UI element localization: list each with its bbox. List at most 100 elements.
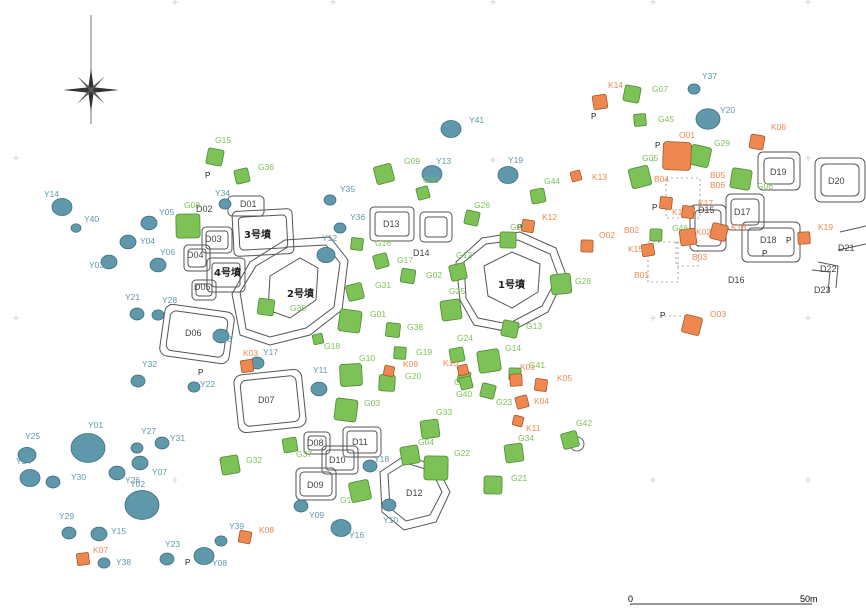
label-d05: D05 (194, 282, 211, 292)
feature-g34 (503, 442, 525, 464)
tomb-3-label: 3号墳 (244, 228, 272, 241)
label-y36: Y36 (350, 212, 365, 222)
feature-o02 (580, 239, 594, 253)
label-k15: K15 (628, 244, 643, 254)
label-g09: G09 (404, 156, 420, 166)
label-layer: Y01 Y02 Y03 Y04 Y05 Y06 Y07 Y08 Y09 Y10 Y11 Y12 Y13 Y… (16, 71, 855, 568)
label-y15: Y15 (111, 526, 126, 536)
label-y26: Y26 (125, 475, 140, 485)
tomb-1-label: 1号墳 (498, 278, 526, 291)
label-g16: G16 (375, 238, 391, 248)
label-b06: B06 (710, 180, 725, 190)
label-g45: G45 (658, 114, 674, 124)
feature-k18 (709, 222, 729, 242)
feature-k19 (797, 231, 811, 245)
feature-k03 (240, 359, 254, 373)
label-g07: G07 (652, 84, 668, 94)
svg-text:P: P (660, 311, 665, 320)
feature-y13 (421, 165, 443, 183)
feature-k07 (76, 552, 90, 566)
feature-y05 (140, 215, 158, 231)
feature-g30 (415, 185, 431, 201)
feature-g09 (373, 163, 395, 185)
label-y27: Y27 (141, 426, 156, 436)
label-d06: D06 (185, 328, 202, 338)
feature-y08 (193, 547, 215, 565)
label-d20: D20 (828, 176, 845, 186)
label-k13: K13 (592, 172, 607, 182)
label-g05: G05 (642, 153, 658, 163)
label-y10: Y10 (383, 515, 398, 525)
feature-g01 (337, 308, 363, 334)
feature-k15 (640, 242, 656, 258)
label-g06: G06 (757, 181, 773, 191)
feature-k10 (456, 363, 470, 377)
label-d11: D11 (352, 437, 368, 447)
svg-text:P: P (762, 249, 767, 258)
feature-layer (17, 83, 811, 569)
label-g11: G11 (340, 495, 356, 505)
label-g21: G21 (511, 473, 527, 483)
feature-g25 (439, 298, 463, 322)
feature-y26 (108, 465, 126, 481)
label-d15: D15 (698, 205, 715, 215)
feature-y37 (687, 83, 701, 95)
feature-g08 (175, 213, 201, 239)
label-o02: O02 (599, 230, 615, 240)
feature-y20 (695, 108, 721, 130)
feature-y11 (310, 381, 328, 397)
label-y25: Y25 (25, 431, 40, 441)
feature-g17 (372, 252, 390, 270)
feature-y41 (440, 120, 462, 138)
feature-g27 (499, 231, 517, 249)
feature-y36 (333, 222, 347, 234)
label-g12: G12 (456, 250, 472, 260)
label-y38: Y38 (116, 557, 131, 567)
label-g23: G23 (496, 397, 512, 407)
feature-y38 (97, 557, 111, 569)
feature-y19 (497, 166, 519, 184)
label-g27: G27 (510, 222, 526, 232)
feature-y35 (323, 194, 337, 206)
label-g02: G02 (426, 270, 442, 280)
feature-g21 (483, 475, 503, 495)
label-y16: Y16 (349, 530, 364, 540)
feature-k08 (237, 529, 253, 545)
feature-g13 (500, 319, 520, 339)
label-k08: K08 (259, 525, 274, 535)
label-y06: Y06 (160, 247, 175, 257)
label-g32: G32 (246, 455, 262, 465)
label-y40: Y40 (84, 214, 99, 224)
feature-g14 (476, 348, 502, 374)
label-g30: G30 (423, 175, 439, 185)
label-k11: K11 (526, 423, 541, 433)
feature-k11 (511, 414, 525, 428)
label-y22: Y22 (200, 379, 215, 389)
label-k06: K06 (771, 122, 786, 132)
label-g33: G33 (436, 407, 452, 417)
label-g34: G34 (518, 433, 534, 443)
label-g26: G26 (474, 200, 490, 210)
label-d21: D21 (838, 243, 855, 253)
feature-g10 (339, 363, 363, 387)
compass-icon (63, 15, 119, 124)
feature-k16 (659, 196, 673, 210)
label-g10: G10 (359, 353, 375, 363)
label-y29: Y29 (59, 511, 74, 521)
label-y41: Y41 (469, 115, 484, 125)
feature-k13 (569, 169, 583, 183)
label-o01: O01 (679, 130, 695, 140)
label-g29: G29 (714, 138, 730, 148)
svg-text:P: P (591, 112, 596, 121)
label-k02: K02 (696, 227, 711, 237)
label-k03: K03 (243, 348, 258, 358)
feature-g23 (479, 382, 497, 400)
feature-o01 (662, 141, 692, 171)
label-d01: D01 (240, 199, 257, 209)
p-markers: PPP PPP PPP PP P (185, 112, 791, 567)
feature-g06 (729, 167, 753, 191)
label-g04: G04 (418, 437, 434, 447)
feature-y02 (124, 490, 160, 520)
label-y12: Y12 (322, 233, 337, 243)
feature-y24 (19, 469, 41, 487)
